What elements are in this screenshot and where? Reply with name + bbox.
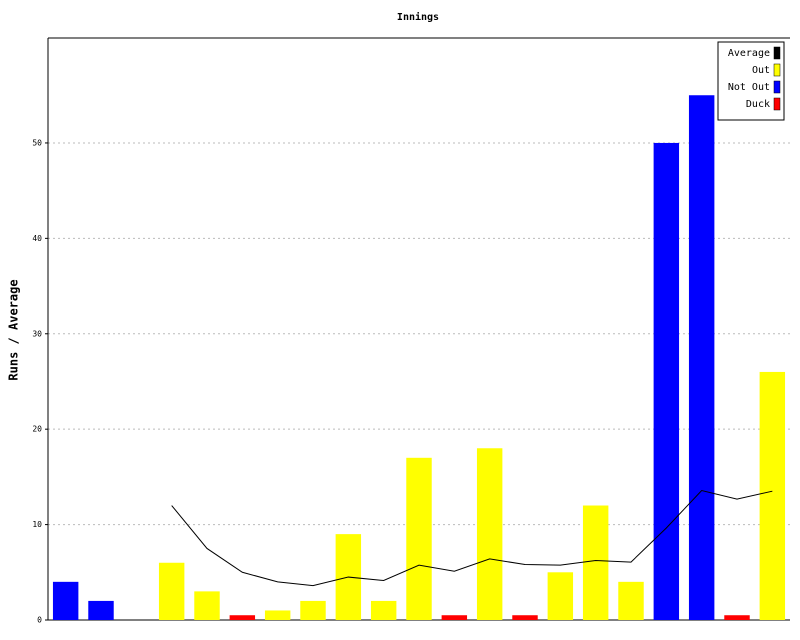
- bar: [52, 581, 79, 620]
- legend-swatch: [773, 46, 781, 60]
- y-tick-label: 20: [32, 425, 42, 434]
- chart-title: Innings: [397, 11, 439, 23]
- bar: [512, 615, 538, 620]
- bar: [688, 95, 715, 620]
- bar: [229, 615, 256, 620]
- bar: [158, 562, 185, 620]
- legend-swatch: [773, 97, 781, 111]
- bar: [759, 371, 786, 620]
- bar: [194, 591, 220, 620]
- y-tick-label: 10: [32, 520, 42, 529]
- legend-label: Average: [728, 48, 770, 59]
- bar: [300, 600, 326, 620]
- bar: [370, 600, 397, 620]
- y-tick-label: 40: [32, 234, 42, 243]
- bar: [476, 448, 503, 620]
- legend-swatch: [773, 63, 781, 77]
- y-tick-label: 30: [32, 329, 42, 338]
- bar: [406, 457, 432, 620]
- bar: [547, 572, 574, 620]
- legend-label: Duck: [746, 99, 770, 110]
- bar: [653, 142, 680, 621]
- average-line: [171, 489, 773, 587]
- legend-label: Out: [752, 65, 770, 76]
- legend-label: Not Out: [728, 82, 770, 93]
- bar: [441, 615, 468, 620]
- y-tick-label: 0: [37, 616, 42, 625]
- bar: [88, 600, 114, 620]
- bar: [582, 505, 609, 620]
- bar: [264, 610, 291, 620]
- legend: Average Out Not Out Duck: [717, 41, 785, 121]
- y-tick-label: 50: [32, 138, 42, 147]
- bar: [724, 615, 750, 620]
- y-axis-label: Runs / Average: [7, 279, 21, 380]
- bar: [618, 581, 644, 620]
- legend-box: [717, 41, 785, 121]
- legend-swatch: [773, 80, 781, 94]
